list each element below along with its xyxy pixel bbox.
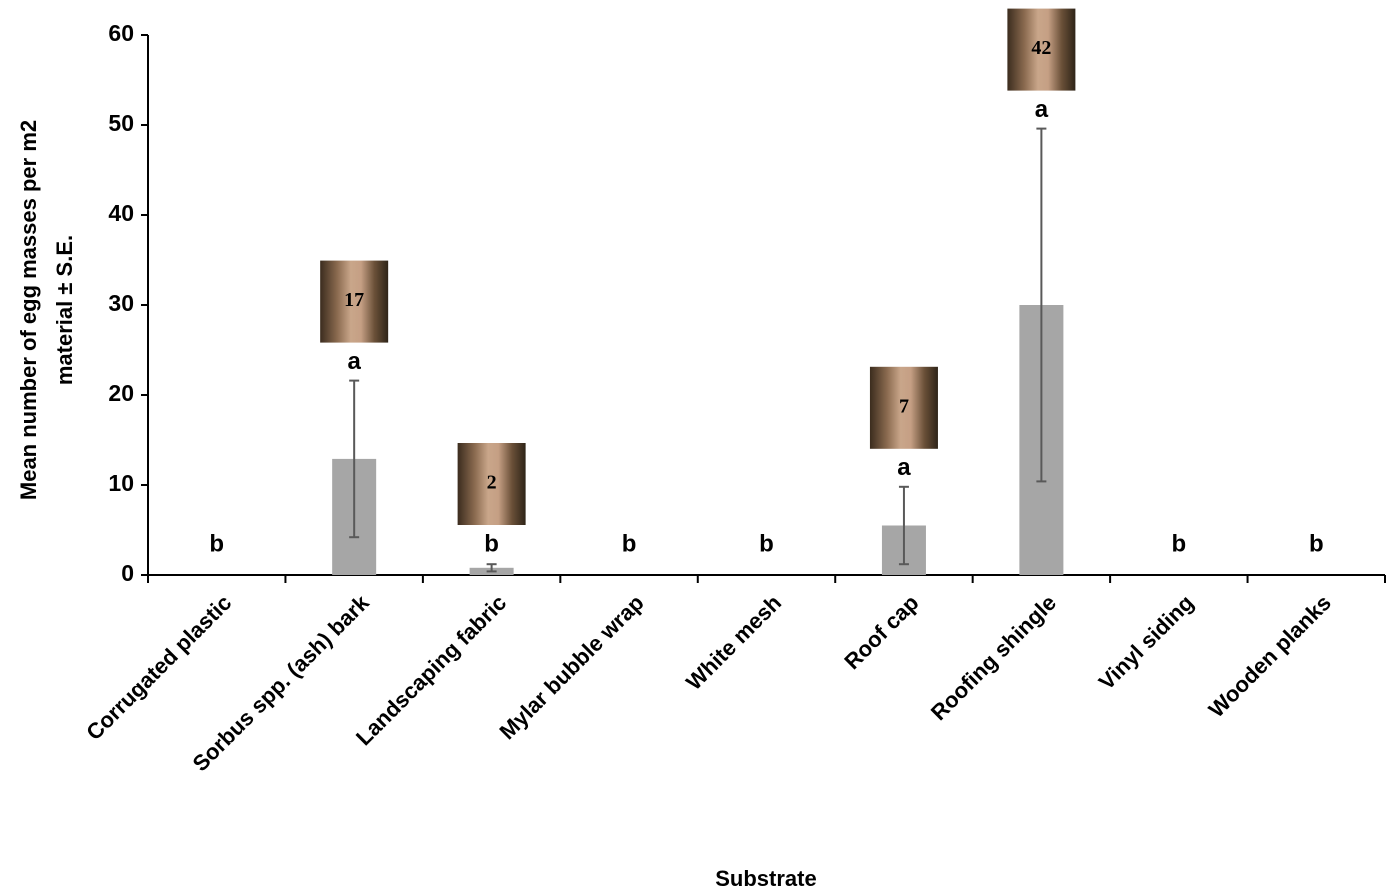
y-tick-label: 20 — [108, 380, 134, 406]
y-axis-title-line: material ± S.E. — [52, 235, 77, 385]
x-tick-label: Mylar bubble wrap — [494, 590, 648, 744]
photo-count: 42 — [1031, 37, 1051, 59]
significance-letter: b — [622, 530, 637, 557]
significance-letter: b — [484, 530, 499, 557]
significance-letter: a — [1035, 96, 1049, 123]
significance-letter: b — [1171, 530, 1186, 557]
significance-letter: b — [1309, 530, 1324, 557]
photo-count: 2 — [487, 472, 497, 494]
photo-count: 17 — [344, 289, 364, 311]
chart: Substrate Mean number of egg masses per … — [0, 0, 1387, 892]
y-tick-label: 50 — [108, 110, 134, 136]
x-axis-title: Substrate — [715, 866, 816, 891]
y-axis-title-line: Mean number of egg masses per m2 — [16, 120, 41, 500]
significance-letter: a — [897, 454, 911, 481]
y-tick-label: 40 — [108, 200, 134, 226]
x-tick-label: Roof cap — [839, 590, 923, 674]
y-tick-label: 10 — [108, 470, 134, 496]
y-tick-label: 0 — [121, 560, 134, 586]
y-tick-label: 30 — [108, 290, 134, 316]
x-tick-label: White mesh — [681, 590, 786, 695]
x-tick-label: Corrugated plastic — [81, 590, 236, 745]
y-tick-label: 60 — [108, 20, 134, 46]
significance-letter: a — [347, 348, 361, 375]
significance-letter: b — [759, 530, 774, 557]
x-tick-label: Landscaping fabric — [351, 590, 511, 750]
x-tick-label: Roofing shingle — [926, 590, 1061, 725]
y-axis-title: Mean number of egg masses per m2 materia… — [16, 120, 77, 500]
x-tick-label: Vinyl siding — [1094, 590, 1199, 695]
photo-count: 7 — [899, 395, 909, 417]
significance-letter: b — [209, 530, 224, 557]
x-tick-label: Wooden planks — [1204, 590, 1336, 722]
